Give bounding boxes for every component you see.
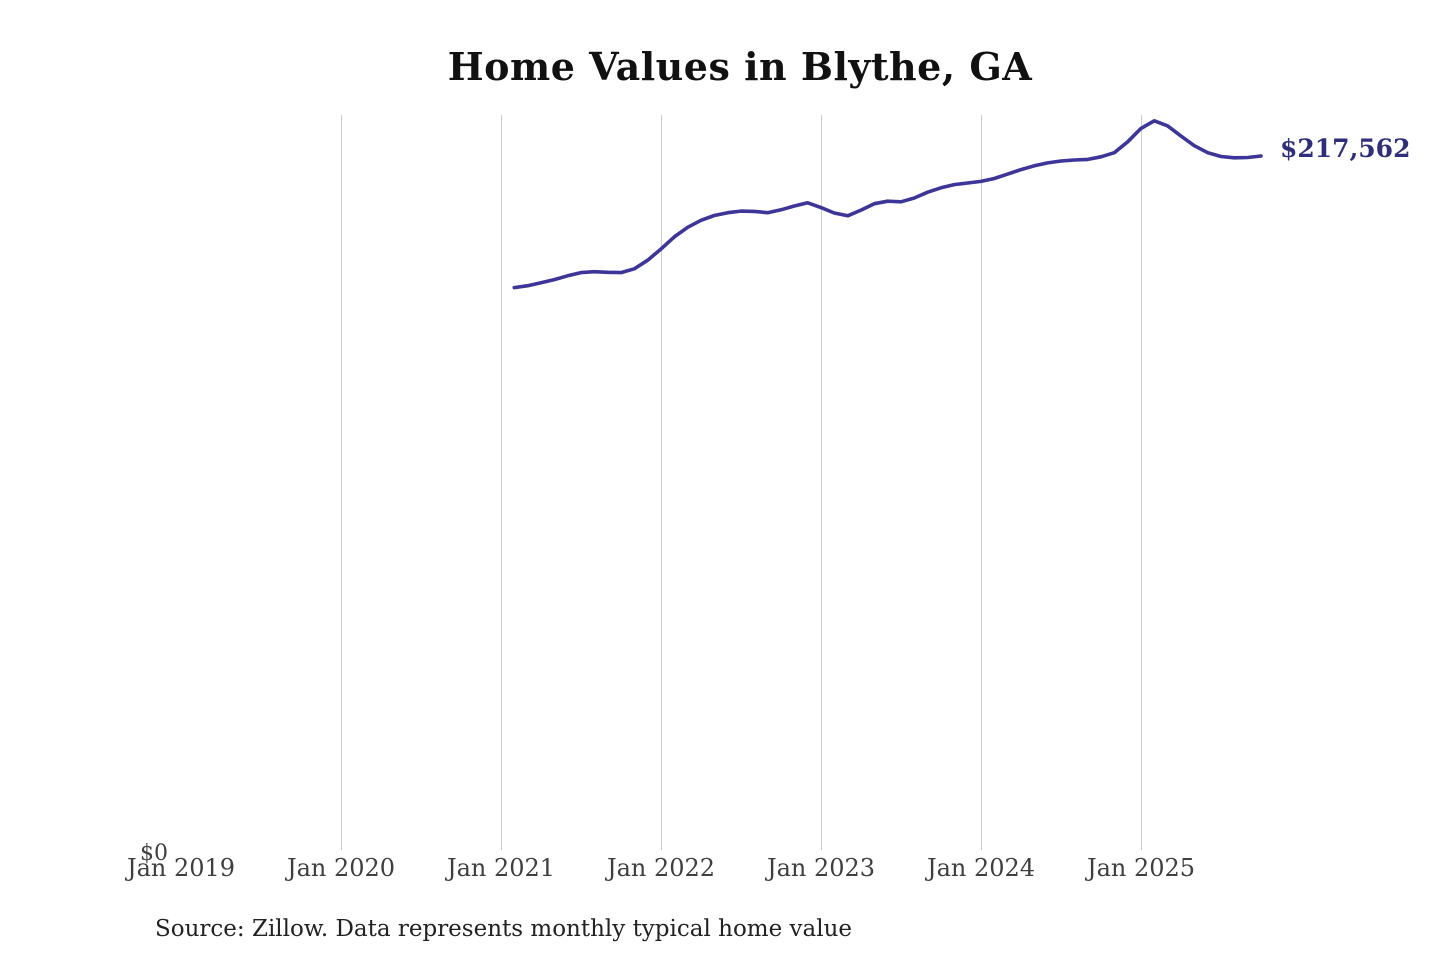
gridline-2020-01 — [340, 115, 342, 850]
gridline-2024-01 — [980, 115, 982, 850]
gridline-2023-01 — [820, 115, 822, 850]
home-value-line — [512, 119, 1263, 290]
gridline-2025-01 — [1140, 115, 1142, 850]
y-axis-zero-label: $0 — [140, 841, 168, 866]
x-tick-label: Jan 2020 — [286, 854, 396, 882]
gridline-2021-01 — [500, 115, 502, 850]
latest-value-label: $217,562 — [1280, 134, 1411, 163]
x-tick-label: Jan 2025 — [1086, 854, 1196, 882]
x-tick-label: Jan 2022 — [606, 854, 716, 882]
gridline-2022-01 — [660, 115, 662, 850]
x-tick-label: Jan 2024 — [926, 854, 1036, 882]
chart-title: Home Values in Blythe, GA — [447, 44, 1033, 89]
x-tick-label: Jan 2019 — [126, 854, 236, 882]
source-note: Source: Zillow. Data represents monthly … — [155, 916, 853, 942]
x-tick-label: Jan 2023 — [766, 854, 876, 882]
x-tick-label: Jan 2021 — [446, 854, 556, 882]
